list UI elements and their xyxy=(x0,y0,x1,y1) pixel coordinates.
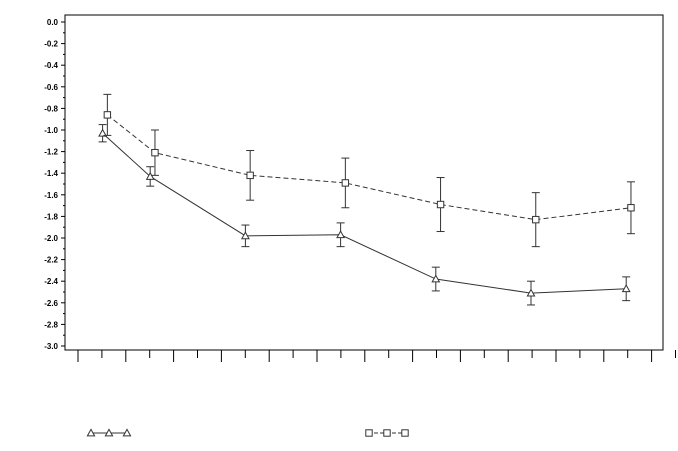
data-point-triangle xyxy=(104,428,114,437)
data-point-square xyxy=(151,148,159,157)
legend-entry-square xyxy=(365,429,409,437)
data-point-square xyxy=(246,171,254,180)
series-line xyxy=(102,132,627,294)
y-tick-label: -0.4 xyxy=(44,61,58,70)
data-point-square xyxy=(627,204,635,212)
y-tick-label: -1.2 xyxy=(44,148,58,157)
data-point-square xyxy=(103,111,112,119)
data-point-triangle xyxy=(336,230,346,239)
y-tick-label: -0.8 xyxy=(44,104,58,113)
data-point-triangle xyxy=(98,128,108,137)
y-tick-label: -2.8 xyxy=(44,320,58,329)
y-tick-label: -3.0 xyxy=(44,342,58,351)
plot-frame xyxy=(64,14,664,351)
x-axis xyxy=(77,350,676,362)
data-point-triangle xyxy=(240,231,250,240)
data-point-square xyxy=(532,215,540,224)
data-point-square xyxy=(383,429,391,437)
y-tick-label: -1.4 xyxy=(44,169,58,178)
data-point-triangle xyxy=(86,428,96,437)
data-point-triangle xyxy=(145,171,155,180)
series-square xyxy=(103,93,635,248)
y-tick-label: -1.8 xyxy=(44,212,58,221)
data-point-triangle xyxy=(526,288,536,297)
data-point-triangle xyxy=(122,428,132,437)
data-point-triangle xyxy=(431,274,441,283)
y-tick-label: -2.6 xyxy=(44,299,58,308)
y-tick-label: -2.2 xyxy=(44,256,58,265)
data-point-square xyxy=(341,179,350,187)
data-point-square xyxy=(365,429,373,437)
series-layer xyxy=(98,93,635,306)
y-tick-label: -0.2 xyxy=(44,40,58,49)
y-tick-label: 0.0 xyxy=(47,18,59,27)
y-tick-label: -2.0 xyxy=(44,234,58,243)
y-tick-label: -1.6 xyxy=(44,191,58,200)
legend-entry-triangle xyxy=(86,428,132,437)
data-point-square xyxy=(436,200,445,209)
y-axis: 0.0 -0.2 -0.4 -0.6 -0.8 -1.0 -1.2 -1.4 -1.6 -1.8 -… xyxy=(44,18,65,351)
data-point-triangle xyxy=(621,284,631,293)
data-point-square xyxy=(401,429,409,437)
series-line xyxy=(107,114,632,221)
series-triangle xyxy=(98,124,631,306)
y-tick-label: -0.6 xyxy=(44,83,58,92)
legend xyxy=(86,428,409,437)
y-tick-label: -2.4 xyxy=(44,277,58,286)
y-tick-label: -1.0 xyxy=(44,126,58,135)
